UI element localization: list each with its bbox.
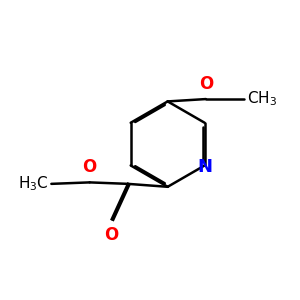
Text: O: O <box>199 75 213 93</box>
Text: O: O <box>105 226 119 244</box>
Text: CH$_3$: CH$_3$ <box>247 90 277 108</box>
Text: N: N <box>197 158 212 176</box>
Text: O: O <box>82 158 97 176</box>
Text: H$_3$C: H$_3$C <box>18 175 49 193</box>
